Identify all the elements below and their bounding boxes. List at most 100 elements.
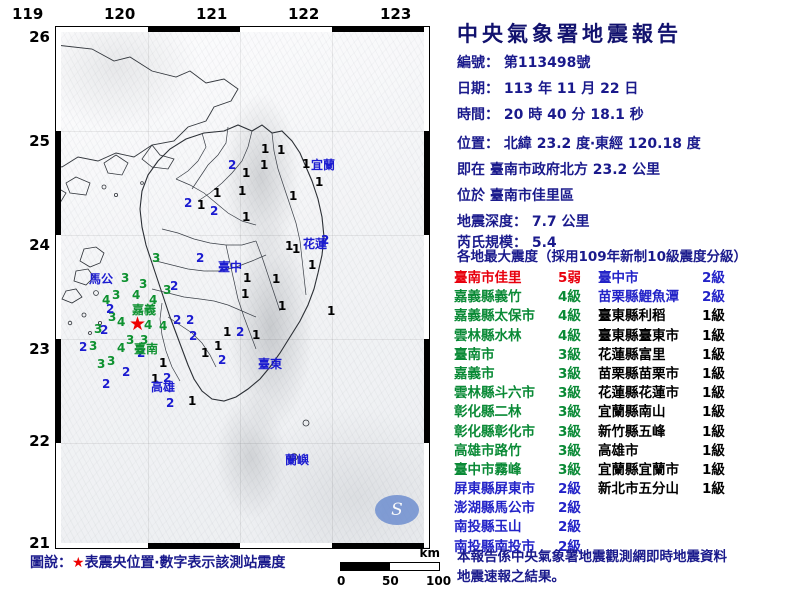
intensity-location: 澎湖縣馬公市 — [454, 500, 535, 517]
intensity-location: 雲林縣斗六市 — [454, 385, 535, 402]
report-line-label: 即在 — [457, 162, 490, 178]
station-intensity-marker: 1 — [242, 166, 251, 180]
station-intensity-marker: 3 — [121, 271, 130, 285]
intensity-row: 雲林縣水林 4級 — [454, 324, 594, 344]
report-line-label: 位於 — [457, 188, 490, 204]
intensity-row: 嘉義縣太保市 4級 — [454, 304, 594, 325]
station-intensity-marker: 1 — [214, 339, 223, 353]
intensity-level: 1級 — [702, 404, 725, 421]
frame-tick — [56, 339, 61, 443]
city-label-嘉義: 嘉義 — [132, 303, 157, 317]
report-line-6: 地震深度： 7.7 公里 — [457, 211, 590, 231]
station-intensity-marker: 4 — [159, 319, 168, 333]
intensity-location: 彰化縣彰化市 — [454, 423, 535, 440]
station-intensity-marker: 2 — [106, 302, 115, 316]
station-intensity-marker: 3 — [112, 288, 121, 302]
station-intensity-marker: 2 — [166, 396, 175, 410]
intensity-level: 4級 — [558, 289, 581, 306]
intensity-level: 3級 — [558, 461, 581, 478]
intensity-level: 3級 — [558, 404, 581, 421]
station-intensity-marker: 3 — [94, 322, 103, 336]
report-line-value: 20 時 40 分 18.1 秒 — [503, 107, 644, 123]
intensity-location: 臺中市 — [598, 270, 639, 286]
longitude-tick-120: 120 — [104, 5, 136, 23]
station-intensity-marker: 2 — [218, 353, 227, 367]
station-intensity-marker: 2 — [79, 340, 88, 354]
station-intensity-marker: 1 — [159, 356, 168, 370]
report-line-value: 北緯 23.2 度‧東經 120.18 度 — [503, 136, 701, 152]
station-intensity-marker: 2 — [173, 313, 182, 327]
intensity-level: 2級 — [558, 519, 581, 536]
intensity-row: 彰化縣彰化市 3級 — [454, 420, 594, 440]
city-label-臺中: 臺中 — [218, 260, 243, 274]
longitude-tick-123: 123 — [380, 5, 412, 23]
station-intensity-marker: 2 — [189, 329, 198, 343]
city-label-蘭嶼: 蘭嶼 — [285, 453, 310, 467]
intensity-level: 1級 — [702, 423, 725, 440]
intensity-location: 臺東縣利稻 — [598, 308, 666, 325]
latitude-tick-23: 23 — [29, 340, 50, 358]
report-panel: 中央氣象署地震報告 編號： 第113498號 日期： 113 年 11 月 22 … — [452, 0, 800, 600]
intensity-section-header: 各地最大震度（採用109年新制10級震度分級） — [457, 249, 747, 265]
station-intensity-marker: 3 — [139, 277, 148, 291]
intensity-level: 1級 — [702, 442, 725, 459]
city-label-臺南: 臺南 — [134, 342, 159, 356]
frame-tick — [56, 131, 61, 235]
station-intensity-marker: 3 — [107, 354, 116, 368]
cwa-logo-glyph: S — [391, 500, 403, 520]
intensity-level: 3級 — [558, 423, 581, 440]
station-intensity-marker: 1 — [302, 157, 311, 171]
intensity-location: 高雄市 — [598, 442, 639, 459]
intensity-location: 臺東縣臺東市 — [598, 327, 679, 344]
latitude-tick-21: 21 — [29, 534, 50, 552]
station-intensity-marker: 2 — [102, 377, 111, 391]
intensity-row: 臺中市霧峰 3級 — [454, 458, 594, 478]
city-label-宜蘭: 宜蘭 — [311, 158, 336, 172]
intensity-location: 花蓮縣花蓮市 — [598, 385, 679, 402]
scale-unit-label: km — [419, 546, 440, 560]
intensity-location: 高雄市路竹 — [454, 442, 522, 459]
intensity-row: 花蓮縣富里 1級 — [598, 343, 748, 363]
report-line-1: 日期： 113 年 11 月 22 日 — [457, 78, 638, 98]
report-line-7: 芮氏規模： 5.4 — [457, 232, 557, 252]
city-label-臺東: 臺東 — [258, 357, 283, 371]
legend-description: 表震央位置‧數字表示該測站震度 — [84, 555, 286, 571]
station-intensity-marker: 2 — [163, 371, 172, 385]
station-intensity-marker: 3 — [152, 251, 161, 265]
page-title: 中央氣象署地震報告 — [457, 22, 682, 46]
intensity-location: 南投縣南投市 — [454, 538, 535, 555]
terrain-texture — [56, 27, 429, 548]
city-label-花蓮: 花蓮 — [303, 237, 328, 251]
station-intensity-marker: 1 — [223, 325, 232, 339]
station-intensity-marker: 2 — [321, 233, 330, 247]
station-intensity-marker: 4 — [102, 293, 111, 307]
intensity-level: 1級 — [702, 327, 725, 344]
station-intensity-marker: 1 — [327, 304, 336, 318]
station-intensity-marker: 3 — [108, 310, 117, 324]
scale-tick-100: 100 — [426, 574, 452, 588]
intensity-location: 嘉義縣太保市 — [454, 308, 535, 325]
intensity-row: 高雄市 1級 — [598, 439, 748, 459]
frame-tick — [424, 131, 429, 235]
intensity-row: 南投縣玉山 2級 — [454, 515, 594, 536]
report-line-value: 第113498號 — [503, 55, 591, 71]
station-intensity-marker: 1 — [277, 143, 286, 157]
frame-tick — [56, 235, 61, 339]
station-intensity-marker: 2 — [186, 313, 195, 327]
intensity-level: 2級 — [702, 289, 725, 306]
intensity-level: 4級 — [558, 308, 581, 325]
graticule — [56, 27, 429, 548]
intensity-row: 宜蘭縣宜蘭市 1級 — [598, 458, 748, 478]
frame-tick — [424, 339, 429, 443]
frame-tick — [56, 543, 148, 548]
station-intensity-marker: 2 — [196, 251, 205, 265]
station-intensity-marker: 1 — [151, 372, 160, 386]
station-intensity-marker: 4 — [117, 315, 126, 329]
latitude-tick-26: 26 — [29, 28, 50, 46]
legend-prefix: 圖說： — [30, 555, 72, 571]
intensity-row: 高雄市路竹 3級 — [454, 439, 594, 459]
city-label-高雄: 高雄 — [151, 380, 176, 394]
intensity-row: 新北市五分山 1級 — [598, 477, 748, 497]
intensity-location: 彰化縣二林 — [454, 404, 522, 421]
